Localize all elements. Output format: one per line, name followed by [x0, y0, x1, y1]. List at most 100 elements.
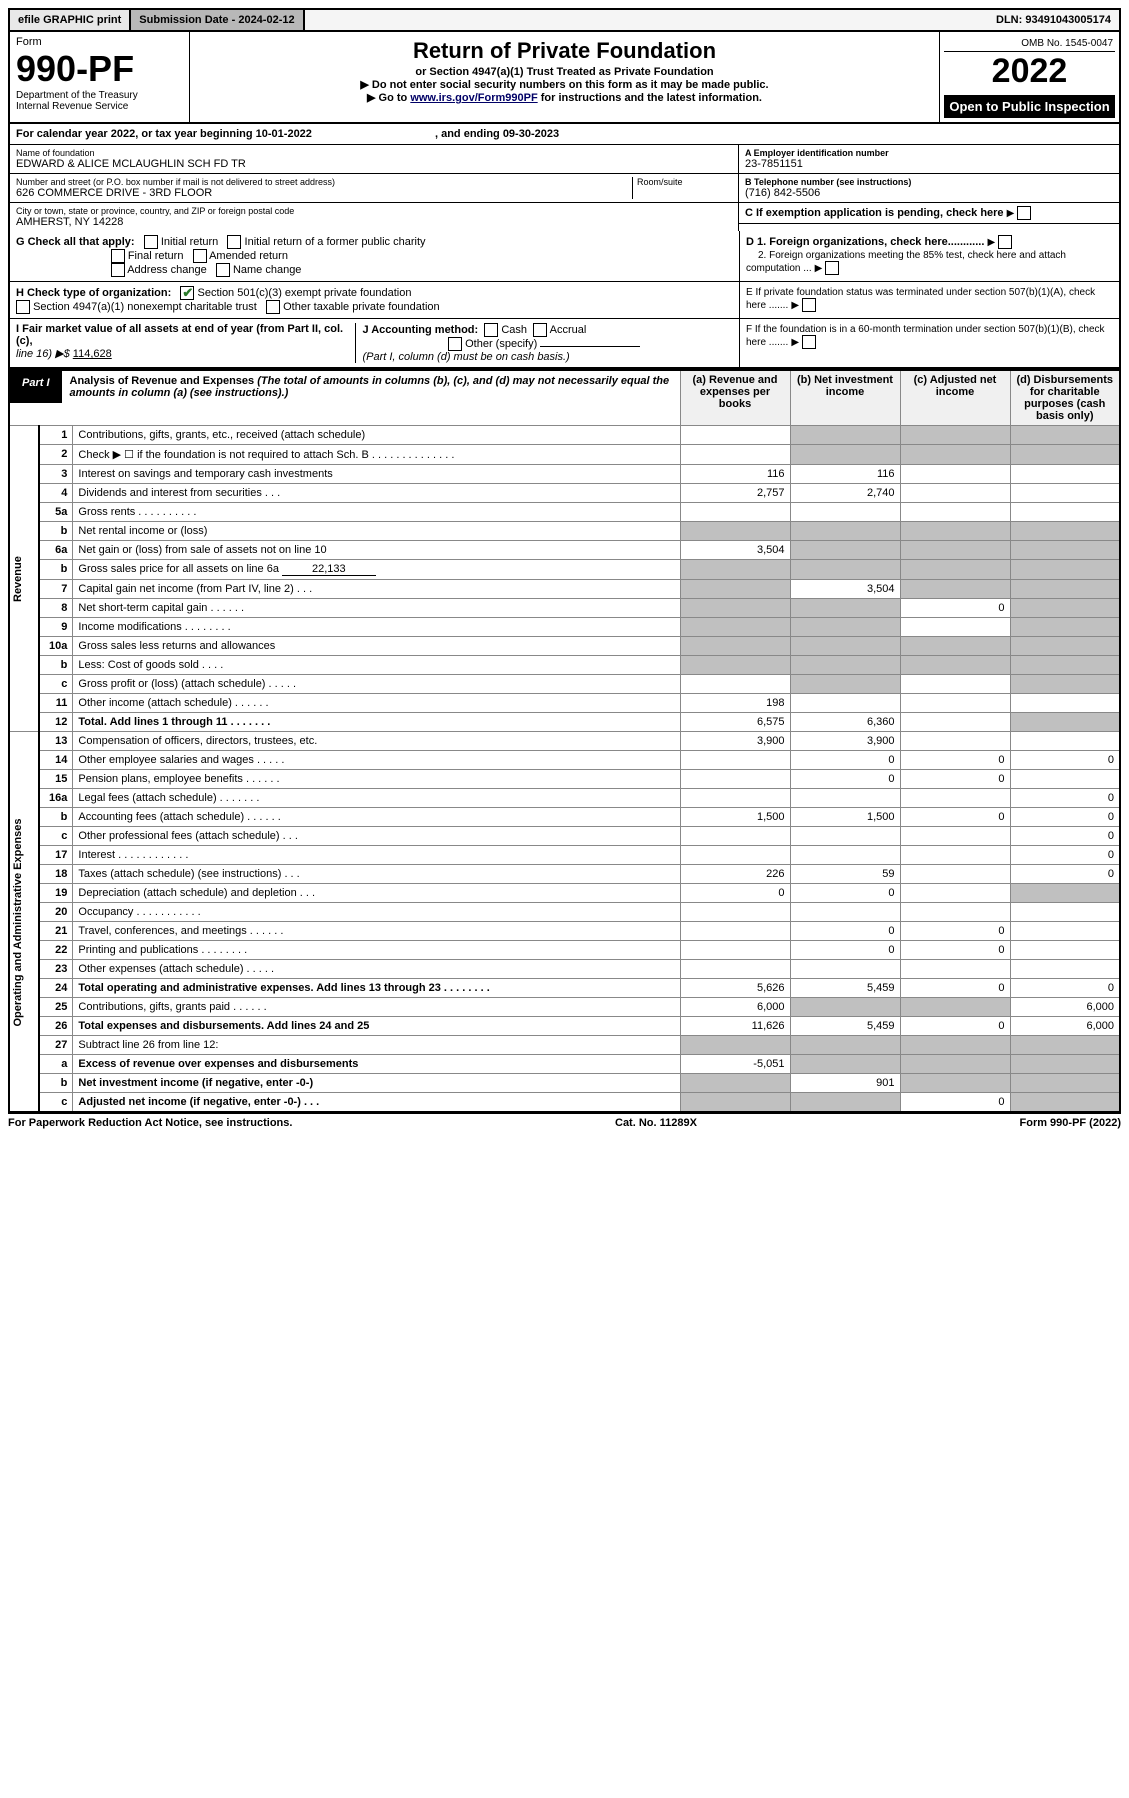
phone-value: (716) 842-5506 [745, 187, 1113, 199]
cell [680, 1036, 790, 1055]
opt-final: Final return [128, 250, 184, 262]
row-number: 12 [39, 713, 73, 732]
cell: 0 [790, 941, 900, 960]
cell [1010, 465, 1120, 484]
cb-other-tax[interactable] [266, 300, 280, 314]
cell: 2,740 [790, 484, 900, 503]
cb-f[interactable] [802, 335, 816, 349]
row-label: Gross sales price for all assets on line… [73, 560, 680, 580]
cell [680, 770, 790, 789]
cell [1010, 770, 1120, 789]
d1-text: D 1. Foreign organizations, check here..… [746, 236, 984, 248]
section-label: Revenue [9, 426, 39, 732]
cell [790, 637, 900, 656]
opt-initial: Initial return [161, 236, 218, 248]
part1-table: Part I Analysis of Revenue and Expenses … [8, 369, 1121, 1113]
cell: 0 [1010, 751, 1120, 770]
part1-desc: Analysis of Revenue and Expenses (The to… [62, 371, 680, 403]
row-number: 6a [39, 541, 73, 560]
row-number: 7 [39, 580, 73, 599]
row-number: 26 [39, 1017, 73, 1036]
cb-amended[interactable] [193, 249, 207, 263]
d2-text: 2. Foreign organizations meeting the 85%… [746, 250, 1066, 274]
cell: 6,000 [1010, 998, 1120, 1017]
irs-link[interactable]: www.irs.gov/Form990PF [410, 92, 537, 104]
opt-accrual: Accrual [550, 324, 587, 336]
table-row: 17Interest . . . . . . . . . . . .0 [9, 846, 1120, 865]
cell [1010, 656, 1120, 675]
dept-treasury: Department of the Treasury [16, 90, 183, 101]
cb-final[interactable] [111, 249, 125, 263]
phone-label: B Telephone number (see instructions) [745, 177, 1113, 187]
cell [790, 675, 900, 694]
cell [680, 922, 790, 941]
cb-initial[interactable] [144, 235, 158, 249]
row-label: Capital gain net income (from Part IV, l… [73, 580, 680, 599]
table-row: 3Interest on savings and temporary cash … [9, 465, 1120, 484]
ein-block: A Employer identification number 23-7851… [739, 145, 1119, 231]
address-value: 626 COMMERCE DRIVE - 3RD FLOOR [16, 187, 632, 199]
cell [680, 560, 790, 580]
cell [900, 656, 1010, 675]
row-label: Subtract line 26 from line 12: [73, 1036, 680, 1055]
opt-amended: Amended return [209, 250, 288, 262]
omb-number: OMB No. 1545-0047 [944, 36, 1115, 52]
row-label: Printing and publications . . . . . . . … [73, 941, 680, 960]
row-label: Gross rents . . . . . . . . . . [73, 503, 680, 522]
table-row: 19Depreciation (attach schedule) and dep… [9, 884, 1120, 903]
cell [680, 675, 790, 694]
submission-date: Submission Date - 2024-02-12 [131, 10, 304, 30]
cell [1010, 675, 1120, 694]
cell: 0 [1010, 865, 1120, 884]
cb-501c3[interactable] [180, 286, 194, 300]
row-label: Excess of revenue over expenses and disb… [73, 1055, 680, 1074]
cell: 59 [790, 865, 900, 884]
cell: 2,757 [680, 484, 790, 503]
cb-accrual[interactable] [533, 323, 547, 337]
section-h: H Check type of organization: Section 50… [10, 282, 1119, 319]
cell: 11,626 [680, 1017, 790, 1036]
cell [1010, 1055, 1120, 1074]
cb-other-acct[interactable] [448, 337, 462, 351]
row-number: 2 [39, 445, 73, 465]
room-label: Room/suite [637, 177, 732, 187]
cell [790, 618, 900, 637]
row-label: Other expenses (attach schedule) . . . .… [73, 960, 680, 979]
header-right: OMB No. 1545-0047 2022 Open to Public In… [939, 32, 1119, 122]
opt-other-tax: Other taxable private foundation [283, 301, 440, 313]
cell [680, 522, 790, 541]
cell: 116 [680, 465, 790, 484]
cb-4947[interactable] [16, 300, 30, 314]
table-row: 22Printing and publications . . . . . . … [9, 941, 1120, 960]
cb-name[interactable] [216, 263, 230, 277]
cb-d1[interactable] [998, 235, 1012, 249]
cb-addr[interactable] [111, 263, 125, 277]
row-label: Interest on savings and temporary cash i… [73, 465, 680, 484]
dln-label: DLN: [996, 14, 1025, 26]
row-number: b [39, 1074, 73, 1093]
table-row: 27Subtract line 26 from line 12: [9, 1036, 1120, 1055]
cell: 6,000 [1010, 1017, 1120, 1036]
cell: 5,626 [680, 979, 790, 998]
form-ref: Form 990-PF (2022) [1020, 1117, 1121, 1129]
cell [900, 426, 1010, 445]
cell: 0 [790, 751, 900, 770]
cell: 6,360 [790, 713, 900, 732]
cell [680, 960, 790, 979]
table-row: cAdjusted net income (if negative, enter… [9, 1093, 1120, 1113]
cell [790, 827, 900, 846]
row-label: Contributions, gifts, grants, etc., rece… [73, 426, 680, 445]
cb-initial-pub[interactable] [227, 235, 241, 249]
cell [900, 1074, 1010, 1093]
section-ij: I Fair market value of all assets at end… [10, 319, 1119, 367]
city-label: City or town, state or province, country… [16, 206, 732, 216]
cb-e[interactable] [802, 298, 816, 312]
arrow-icon [791, 299, 799, 311]
table-row: 24Total operating and administrative exp… [9, 979, 1120, 998]
cell [1010, 1074, 1120, 1093]
row-label: Total expenses and disbursements. Add li… [73, 1017, 680, 1036]
checkbox-c[interactable] [1017, 206, 1031, 220]
cb-cash[interactable] [484, 323, 498, 337]
row-number: 13 [39, 732, 73, 751]
cb-d2[interactable] [825, 261, 839, 275]
